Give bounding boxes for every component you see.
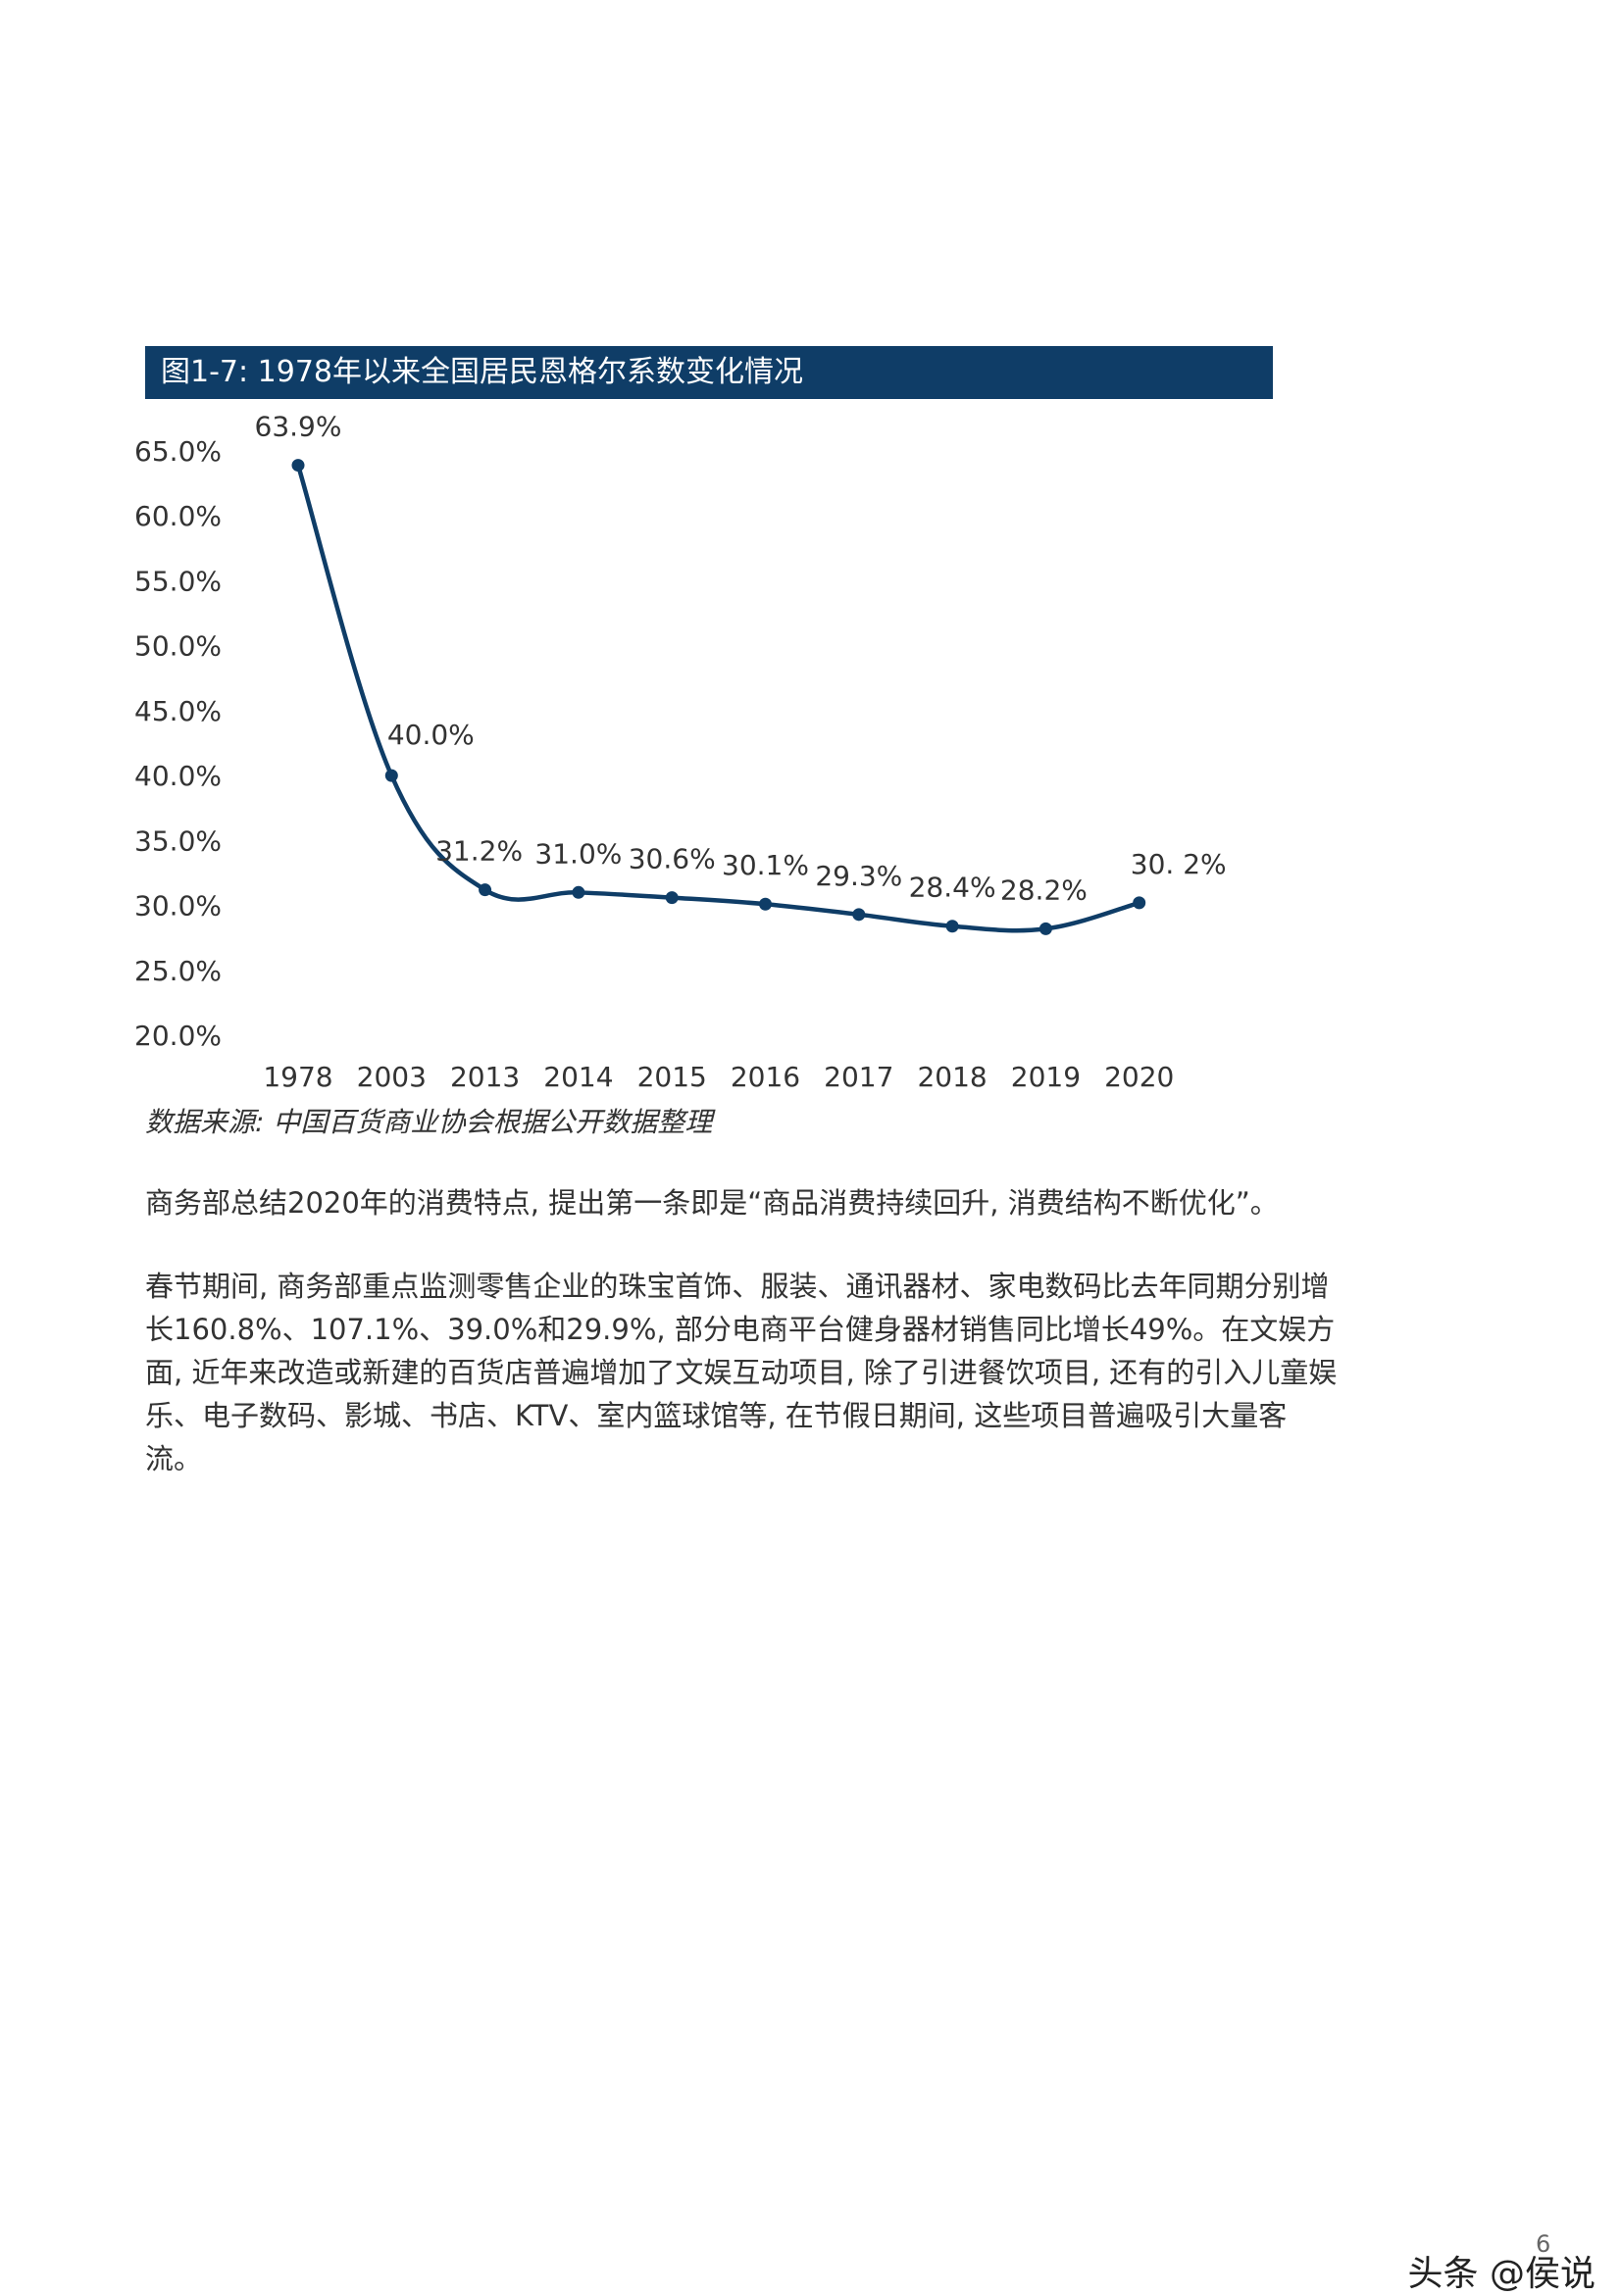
y-tick-label: 60.0%	[134, 500, 222, 532]
x-tick-label: 2019	[1011, 1061, 1081, 1093]
y-tick-label: 55.0%	[134, 565, 222, 597]
data-point	[384, 769, 398, 782]
series-line	[295, 463, 1141, 933]
data-point	[1133, 896, 1146, 910]
data-point	[479, 883, 492, 897]
figure-title: 图1-7: 1978年以来全国居民恩格尔系数变化情况	[145, 346, 1273, 399]
x-tick-label: 2013	[450, 1061, 520, 1093]
x-tick-label: 2020	[1104, 1061, 1174, 1093]
y-tick-label: 35.0%	[134, 824, 222, 857]
x-tick-label: 1978	[263, 1061, 332, 1093]
engel-coefficient-line-chart: 20.0% 25.0% 30.0% 35.0% 40.0% 45.0% 50.0% 55.0%…	[134, 411, 1227, 1093]
data-point	[291, 459, 305, 473]
data-label: 29.3%	[815, 860, 902, 892]
y-tick-label: 50.0%	[134, 630, 222, 663]
page-number: 6	[1536, 2230, 1551, 2258]
data-label: 28.4%	[909, 872, 996, 904]
paragraph-consumption-features: 商务部总结2020年的消费特点, 提出第一条即是“商品消费持续回升, 消费结构不…	[145, 1186, 1279, 1220]
data-point	[852, 908, 866, 922]
data-label: 63.9%	[255, 411, 342, 443]
x-tick-label: 2016	[731, 1061, 800, 1093]
data-label: 30.1%	[722, 849, 809, 881]
y-tick-label: 20.0%	[134, 1020, 222, 1052]
data-point	[1038, 922, 1052, 935]
data-label: 30. 2%	[1131, 848, 1227, 880]
data-point	[945, 920, 959, 933]
x-tick-label: 2014	[543, 1061, 613, 1093]
y-tick-label: 40.0%	[134, 760, 222, 792]
data-source-note: 数据来源: 中国百货商业协会根据公开数据整理	[145, 1106, 713, 1138]
data-label: 30.6%	[629, 843, 716, 875]
y-tick-label: 30.0%	[134, 890, 222, 923]
x-tick-label: 2018	[917, 1061, 987, 1093]
data-label: 31.2%	[435, 835, 523, 868]
x-tick-label: 2015	[637, 1061, 707, 1093]
y-tick-label: 25.0%	[134, 955, 222, 987]
x-axis: 1978 2003 2013 2014 2015 2016 2017 2018 2019 2020	[263, 1061, 1174, 1093]
y-tick-label: 65.0%	[134, 435, 222, 468]
data-point	[759, 897, 772, 911]
data-points	[291, 459, 1146, 935]
data-point	[572, 885, 585, 899]
y-axis: 20.0% 25.0% 30.0% 35.0% 40.0% 45.0% 50.0% 55.0%…	[134, 435, 222, 1052]
x-tick-label: 2003	[357, 1061, 427, 1093]
paragraph-spring-festival: 春节期间, 商务部重点监测零售企业的珠宝首饰、服装、通讯器材、家电数码比去年同期…	[145, 1270, 1338, 1475]
x-tick-label: 2017	[824, 1061, 893, 1093]
data-point	[665, 891, 679, 905]
data-label: 40.0%	[387, 719, 475, 751]
data-labels: 63.9% 40.0% 31.2% 31.0% 30.6% 30.1% 29.3% 28.4%…	[255, 411, 1227, 907]
y-tick-label: 45.0%	[134, 695, 222, 727]
watermark-toutiao: 头条 @侯说	[1407, 2254, 1596, 2294]
data-label: 28.2%	[1000, 873, 1088, 906]
data-label: 31.0%	[534, 837, 622, 870]
